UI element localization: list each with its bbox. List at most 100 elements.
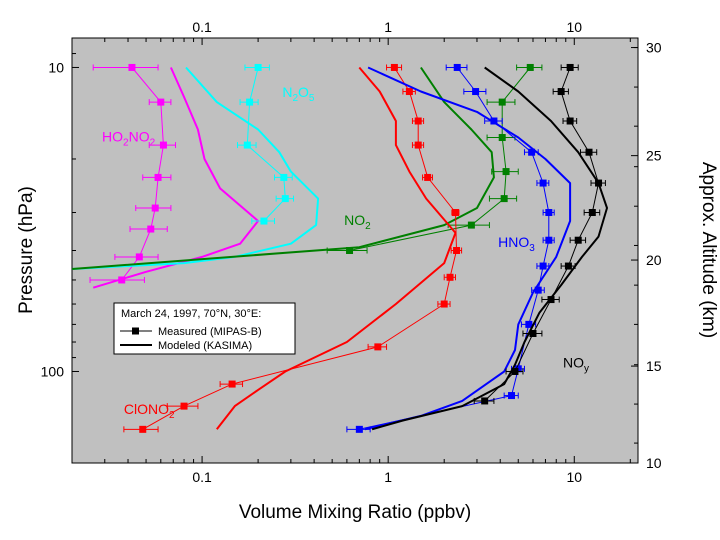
modeled-line-no bbox=[72, 66, 495, 270]
x-tick-label-top: 0.1 bbox=[192, 19, 212, 35]
series-label-base: ClONO bbox=[124, 401, 169, 417]
series-label-subscript: 2 bbox=[169, 410, 175, 421]
series-label-base: NO bbox=[563, 354, 584, 370]
data-point-hno bbox=[355, 425, 363, 433]
data-point-no bbox=[467, 221, 475, 229]
series-label-no: NO2 bbox=[344, 212, 371, 232]
data-point-no bbox=[243, 141, 251, 149]
y2-axis-title: Approx. Altitude (km) bbox=[698, 162, 719, 338]
series-layer bbox=[72, 63, 608, 433]
series-label-base: HNO bbox=[498, 234, 529, 250]
data-point-clono bbox=[139, 425, 147, 433]
y2-tick-label: 30 bbox=[646, 40, 662, 56]
data-point-clono bbox=[390, 63, 398, 71]
data-point-clono bbox=[424, 173, 432, 181]
series-label-base: N bbox=[282, 84, 292, 100]
data-point-no bbox=[281, 195, 289, 203]
x-tick-label-top: 10 bbox=[566, 19, 582, 35]
y2-tick-label: 10 bbox=[646, 455, 662, 471]
data-point-no bbox=[346, 247, 354, 254]
data-point-noy bbox=[585, 148, 593, 156]
data-point-noy bbox=[588, 209, 596, 217]
data-point-noy bbox=[557, 88, 565, 96]
series-label-clono: ClONO2 bbox=[124, 401, 175, 421]
modeled-line-noy bbox=[371, 66, 608, 431]
data-point-no bbox=[260, 217, 268, 225]
series-label-no: N2O5 bbox=[282, 84, 315, 104]
data-point-clono bbox=[228, 380, 236, 388]
data-point-clono bbox=[405, 88, 413, 96]
legend-title: March 24, 1997, 70°N, 30°E: bbox=[121, 308, 261, 320]
measured-line-noy bbox=[484, 67, 600, 402]
data-point-hno bbox=[545, 209, 553, 217]
data-point-noy bbox=[529, 329, 537, 337]
legend-entry-modeled: Modeled (KASIMA) bbox=[158, 340, 252, 352]
series-label-subscript: y bbox=[584, 363, 589, 374]
data-point-no bbox=[254, 63, 262, 71]
series-label-base: O bbox=[298, 84, 309, 100]
series-label-subscript: 3 bbox=[529, 243, 535, 254]
data-point-hono bbox=[118, 276, 126, 284]
measured-line-hono bbox=[121, 67, 164, 281]
x-tick-label-bottom: 1 bbox=[384, 469, 392, 485]
series-label-base: HO bbox=[102, 128, 123, 144]
data-point-hno bbox=[508, 392, 516, 400]
y-axis-title: Pressure (hPa) bbox=[16, 186, 37, 314]
data-point-clono bbox=[414, 141, 422, 149]
x-axis-title: Volume Mixing Ratio (ppbv) bbox=[239, 502, 471, 523]
data-point-hno bbox=[472, 88, 480, 96]
y2-tick-label: 15 bbox=[646, 358, 662, 374]
legend: March 24, 1997, 70°N, 30°E: Measured (MI… bbox=[113, 302, 296, 355]
data-point-noy bbox=[595, 179, 603, 187]
data-point-hono bbox=[135, 253, 143, 261]
series-label-subscript: 2 bbox=[292, 93, 298, 104]
data-point-hono bbox=[154, 173, 162, 181]
data-point-clono bbox=[414, 117, 422, 125]
legend-entry-measured: Measured (MIPAS-B) bbox=[158, 326, 262, 338]
series-label-subscript: 5 bbox=[309, 93, 315, 104]
data-point-no bbox=[500, 195, 508, 203]
data-point-no bbox=[246, 98, 254, 106]
y-tick-label: 10 bbox=[48, 59, 64, 75]
data-point-clono bbox=[180, 402, 188, 410]
data-point-noy bbox=[564, 262, 572, 270]
data-point-noy bbox=[566, 63, 574, 71]
data-point-hono bbox=[157, 98, 165, 106]
data-point-clono bbox=[453, 247, 461, 254]
data-point-clono bbox=[446, 273, 454, 281]
series-label-subscript: 2 bbox=[123, 137, 129, 148]
series-label-hno: HNO3 bbox=[498, 234, 535, 254]
data-point-hono bbox=[151, 204, 159, 212]
data-point-hno bbox=[528, 148, 536, 156]
series-label-noy: NOy bbox=[563, 354, 589, 374]
data-point-noy bbox=[566, 117, 574, 125]
data-point-hono bbox=[128, 63, 136, 71]
y2-tick-label: 25 bbox=[646, 148, 662, 164]
data-point-hono bbox=[147, 225, 155, 233]
data-point-noy bbox=[547, 296, 555, 304]
data-point-noy bbox=[481, 397, 489, 405]
data-point-no bbox=[502, 168, 510, 176]
data-point-clono bbox=[374, 343, 382, 351]
series-label-base: NO bbox=[129, 128, 150, 144]
series-label-subscript: 2 bbox=[150, 137, 156, 148]
data-point-hono bbox=[159, 141, 167, 149]
series-label-subscript: 2 bbox=[365, 221, 371, 232]
x-tick-label-bottom: 0.1 bbox=[192, 469, 212, 485]
data-point-hno bbox=[539, 262, 547, 270]
data-point-hno bbox=[539, 179, 547, 187]
modeled-line-clono bbox=[216, 66, 457, 430]
data-point-hno bbox=[490, 117, 498, 125]
data-point-no bbox=[498, 134, 506, 142]
data-point-no bbox=[498, 98, 506, 106]
series-group bbox=[72, 63, 608, 433]
data-point-noy bbox=[574, 236, 582, 244]
modeled-line-no bbox=[72, 66, 320, 270]
data-point-hno bbox=[545, 236, 553, 244]
data-point-clono bbox=[451, 209, 459, 217]
data-point-hno bbox=[534, 286, 542, 294]
data-point-no bbox=[526, 63, 534, 71]
